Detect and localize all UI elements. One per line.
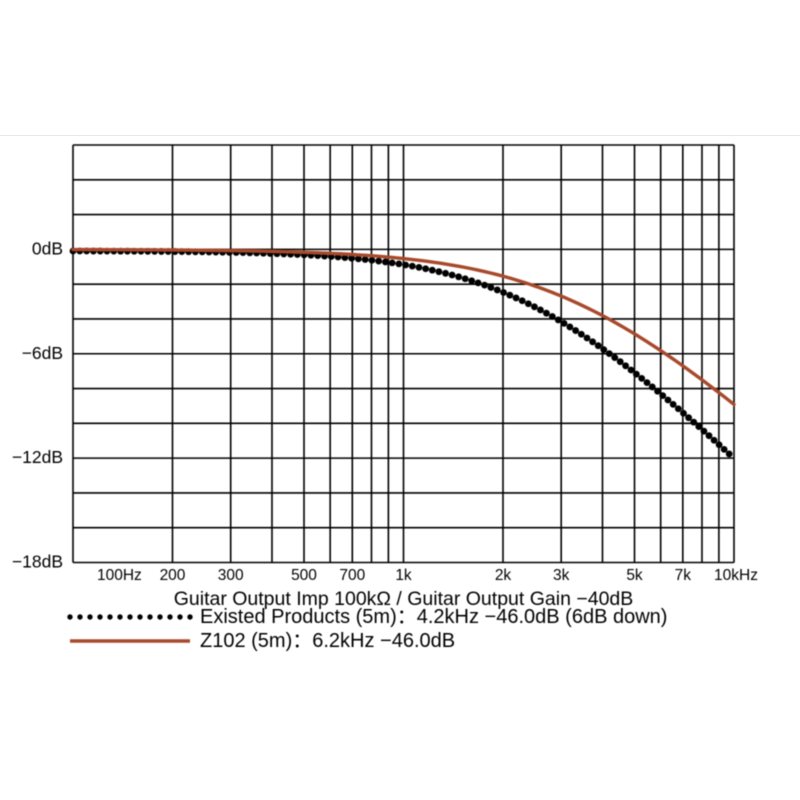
svg-text:3k: 3k [553, 567, 570, 584]
svg-text:2k: 2k [495, 567, 512, 584]
svg-text:−6dB: −6dB [22, 343, 63, 363]
svg-text:10kHz: 10kHz [714, 567, 758, 584]
svg-text:Z102 (5m)：6.2kHz −46.0dB: Z102 (5m)：6.2kHz −46.0dB [200, 630, 455, 652]
svg-text:5k: 5k [626, 567, 643, 584]
svg-text:100Hz: 100Hz [97, 567, 142, 584]
svg-text:500: 500 [291, 567, 317, 584]
svg-text:7k: 7k [675, 567, 692, 584]
svg-text:1k: 1k [395, 567, 412, 584]
svg-text:300: 300 [218, 567, 244, 584]
svg-text:0dB: 0dB [32, 239, 63, 259]
svg-text:−18dB: −18dB [12, 552, 63, 572]
svg-text:200: 200 [160, 567, 186, 584]
svg-text:700: 700 [339, 567, 365, 584]
svg-text:−12dB: −12dB [12, 447, 63, 467]
svg-text:Existed Products (5m)：4.2kHz −: Existed Products (5m)：4.2kHz −46.0dB (6d… [200, 606, 667, 628]
